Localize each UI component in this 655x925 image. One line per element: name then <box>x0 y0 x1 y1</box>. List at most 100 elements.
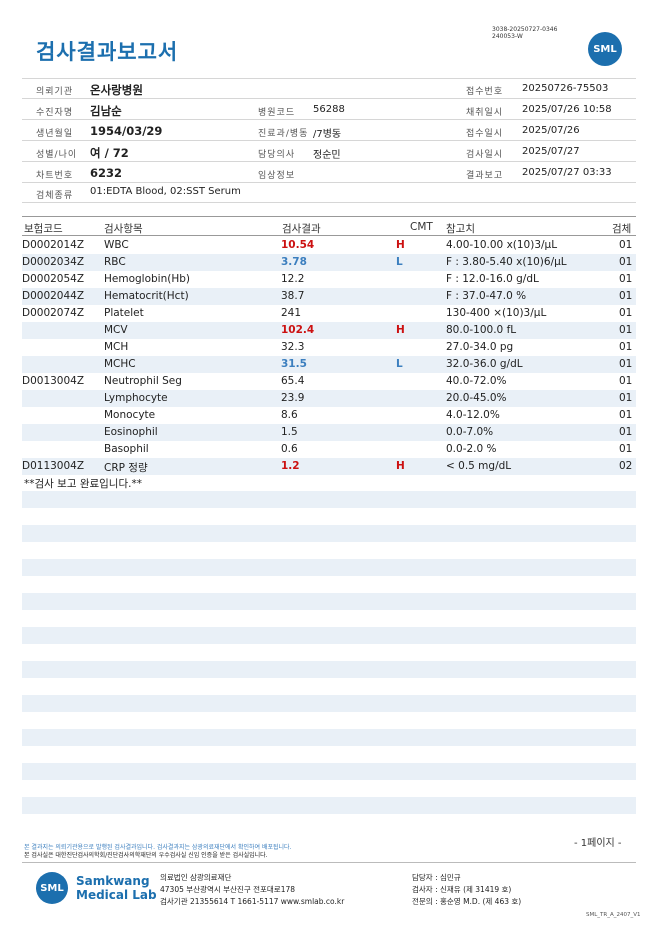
receipt-no-value: 20250726-75503 <box>522 83 609 94</box>
receipt-date-value: 2025/07/26 <box>522 125 580 136</box>
cell-ref: 32.0-36.0 g/dL <box>446 358 523 370</box>
col-header-cmt: CMT <box>410 221 433 233</box>
cell-ref: 80.0-100.0 fL <box>446 324 517 336</box>
cell-result: 0.6 <box>281 443 298 455</box>
cell-result: 38.7 <box>281 290 305 302</box>
dept-value: /7병동 <box>313 129 342 140</box>
cell-flag: L <box>396 358 403 370</box>
col-header-item: 검사항목 <box>104 223 143 235</box>
cell-specimen: 01 <box>619 307 633 319</box>
cell-specimen: 01 <box>619 324 633 336</box>
cell-code: D0002054Z <box>22 273 85 285</box>
cell-specimen: 01 <box>619 426 633 438</box>
cell-result: 10.54 <box>281 239 315 251</box>
cell-code: D0013004Z <box>22 375 85 387</box>
blank-stripe <box>22 695 636 712</box>
cell-ref: 4.0-12.0% <box>446 409 500 421</box>
blank-stripe <box>22 763 636 780</box>
cell-item: Neutrophil Seg <box>104 375 182 387</box>
cell-code: D0113004Z <box>22 460 85 472</box>
cell-specimen: 01 <box>619 239 633 251</box>
cell-specimen: 01 <box>619 375 633 387</box>
hospital-value: 온사랑병원 <box>90 83 143 97</box>
document-id: 3038-20250727-0346 240053-W <box>492 26 557 40</box>
form-code: SML_TR_A_2407_V1 <box>586 912 641 918</box>
cell-ref: 0.0-7.0% <box>446 426 494 438</box>
cell-ref: F : 12.0-16.0 g/dL <box>446 273 539 285</box>
report-complete-note: **검사 보고 완료입니다.** <box>24 478 142 490</box>
table-row: Basophil 0.6 0.0-2.0 % 01 <box>22 441 636 458</box>
hospital-label: 의뢰기관 <box>36 87 74 97</box>
cell-result: 65.4 <box>281 375 305 387</box>
table-row: D0013004Z Neutrophil Seg 65.4 40.0-72.0% 01 <box>22 373 636 390</box>
cell-specimen: 01 <box>619 273 633 285</box>
cell-item: MCH <box>104 341 129 353</box>
cell-specimen: 01 <box>619 409 633 421</box>
cell-specimen: 02 <box>619 460 633 472</box>
cell-flag: H <box>396 460 405 472</box>
cell-specimen: 01 <box>619 392 633 404</box>
cell-specimen: 01 <box>619 256 633 268</box>
blank-stripe <box>22 729 636 746</box>
cell-specimen: 01 <box>619 358 633 370</box>
cell-item: Platelet <box>104 307 144 319</box>
cell-item: CRP 정량 <box>104 462 148 474</box>
org-address: 47305 부산광역시 부산진구 전포대로178 <box>160 885 296 894</box>
receipt-no-label: 접수번호 <box>466 87 504 97</box>
table-row: D0002054Z Hemoglobin(Hb) 12.2 F : 12.0-16.0… <box>22 271 636 288</box>
staff-manager: 담당자 : 심민규 <box>412 873 461 882</box>
footer-sml-logo: SML <box>36 872 68 904</box>
footer-note-2: 본 검사실은 대한진단검사의학회/진단검사의학재단의 우수검사실 신임 인증을 … <box>24 852 268 859</box>
cell-result: 3.78 <box>281 256 307 268</box>
cell-result: 23.9 <box>281 392 305 404</box>
cell-flag: H <box>396 239 405 251</box>
page-title: 검사결과보고서 <box>36 40 179 64</box>
brand-line1: Samkwang <box>76 874 150 888</box>
cell-result: 241 <box>281 307 302 319</box>
cell-code: D0002074Z <box>22 307 85 319</box>
cell-ref: 27.0-34.0 pg <box>446 341 514 353</box>
staff-tester: 검사자 : 신재유 (제 31419 호) <box>412 885 512 894</box>
org-name: 의료법인 삼광의료재단 <box>160 873 232 882</box>
cell-item: RBC <box>104 256 126 268</box>
brand-line2: Medical Lab <box>76 888 157 902</box>
cell-item: Monocyte <box>104 409 156 421</box>
table-row: Lymphocyte 23.9 20.0-45.0% 01 <box>22 390 636 407</box>
cell-result: 31.5 <box>281 358 307 370</box>
hospital-code-value: 56288 <box>313 104 345 115</box>
blank-stripe <box>22 525 636 542</box>
blank-stripe <box>22 593 636 610</box>
cell-ref: 40.0-72.0% <box>446 375 507 387</box>
cell-code: D0002014Z <box>22 239 85 251</box>
blank-stripe <box>22 491 636 508</box>
dept-label: 진료과/병동 <box>258 129 309 139</box>
staff-specialist: 전문의 : 홍순영 M.D. (제 463 호) <box>412 897 522 906</box>
table-row: Monocyte 8.6 4.0-12.0% 01 <box>22 407 636 424</box>
blank-stripe <box>22 797 636 814</box>
report-value: 2025/07/27 03:33 <box>522 167 612 178</box>
table-row: D0113004Z CRP 정량 1.2 H < 0.5 mg/dL 02 <box>22 458 636 475</box>
footer-note-1: 본 결과지는 의뢰기관용으로 발행된 검사결과입니다. 검사결과지는 삼광의료재… <box>24 844 292 851</box>
table-row: D0002044Z Hematocrit(Hct) 38.7 F : 37.0-47.… <box>22 288 636 305</box>
cell-specimen: 01 <box>619 290 633 302</box>
cell-item: MCV <box>104 324 128 336</box>
cell-item: MCHC <box>104 358 136 370</box>
name-value: 김남순 <box>90 104 122 118</box>
doctor-value: 정순민 <box>313 150 341 161</box>
table-row: MCV 102.4 H 80.0-100.0 fL 01 <box>22 322 636 339</box>
footer-brand: Samkwang Medical Lab <box>76 874 157 902</box>
cell-result: 1.2 <box>281 460 300 472</box>
blank-stripe <box>22 627 636 644</box>
cell-result: 32.3 <box>281 341 305 353</box>
cell-item: Basophil <box>104 443 149 455</box>
cell-result: 8.6 <box>281 409 298 421</box>
sml-logo: SML <box>588 32 622 66</box>
specimen-label: 검체종류 <box>36 191 74 201</box>
cell-ref: < 0.5 mg/dL <box>446 460 512 472</box>
cell-code: D0002034Z <box>22 256 85 268</box>
table-row: Eosinophil 1.5 0.0-7.0% 01 <box>22 424 636 441</box>
document-id-line2: 240053-W <box>492 33 523 40</box>
cell-ref: 130-400 ×(10)3/μL <box>446 307 547 319</box>
cell-ref: 20.0-45.0% <box>446 392 507 404</box>
page-number: - 1페이지 - <box>574 838 622 849</box>
